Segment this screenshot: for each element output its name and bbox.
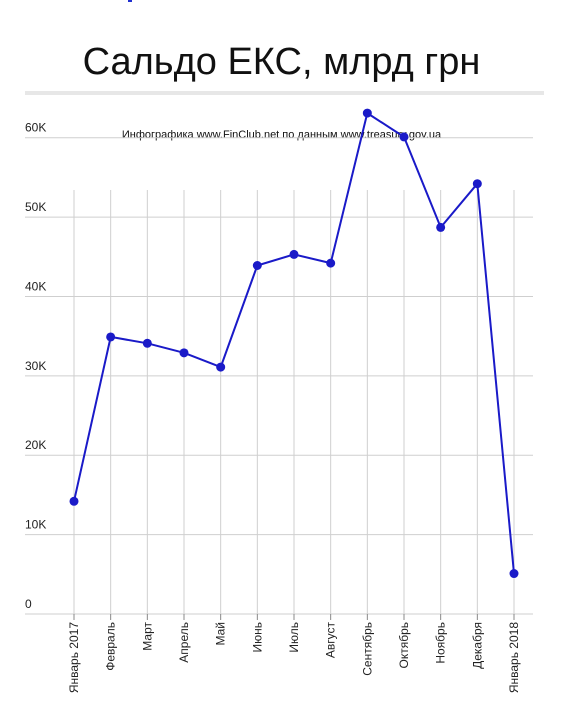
data-point[interactable] — [179, 348, 189, 358]
data-point[interactable] — [69, 496, 79, 506]
y-tick-label: 40K — [25, 279, 46, 293]
y-tick-label: 50K — [25, 200, 46, 214]
data-point[interactable] — [362, 108, 372, 118]
y-tick-label: 0 — [25, 597, 32, 611]
axis-layer: 0 10K 20K 30K 40K 50K 60K Январь 2017 Февраль Мар… — [25, 121, 521, 693]
x-tick-label: Декабря — [470, 622, 484, 669]
y-tick-label: 10K — [25, 518, 46, 532]
x-tick-label: Сентябрь — [360, 622, 374, 676]
y-tick-label: 30K — [25, 359, 46, 373]
title-divider — [25, 91, 544, 95]
x-tick-label: Март — [140, 622, 154, 651]
top-accent-bar — [128, 0, 132, 2]
data-point[interactable] — [289, 249, 299, 259]
x-tick-label: Июль — [287, 622, 301, 653]
data-point[interactable] — [472, 179, 482, 189]
data-point[interactable] — [252, 261, 262, 271]
data-point[interactable] — [106, 332, 116, 342]
x-tick-label: Январь 2017 — [67, 622, 81, 693]
x-tick-label: Февраль — [104, 622, 118, 671]
x-tick-label: Май — [214, 622, 228, 646]
data-point[interactable] — [509, 569, 519, 579]
data-point[interactable] — [326, 258, 336, 268]
data-point[interactable] — [399, 132, 409, 142]
data-point[interactable] — [216, 362, 226, 372]
series-layer — [69, 108, 519, 579]
x-tick-label: Август — [324, 622, 338, 659]
x-tick-label: Январь 2018 — [507, 622, 521, 693]
page-title: Сальдо ЕКС, млрд грн — [82, 41, 481, 83]
y-tick-label: 20K — [25, 438, 46, 452]
x-tick-label: Октябрь — [397, 622, 411, 669]
x-tick-label: Июнь — [250, 622, 264, 653]
data-point[interactable] — [142, 338, 152, 348]
data-point[interactable] — [436, 222, 446, 232]
x-tick-label: Апрель — [177, 622, 191, 663]
y-tick-label: 60K — [25, 121, 46, 135]
x-tick-label: Ноябрь — [434, 622, 448, 664]
